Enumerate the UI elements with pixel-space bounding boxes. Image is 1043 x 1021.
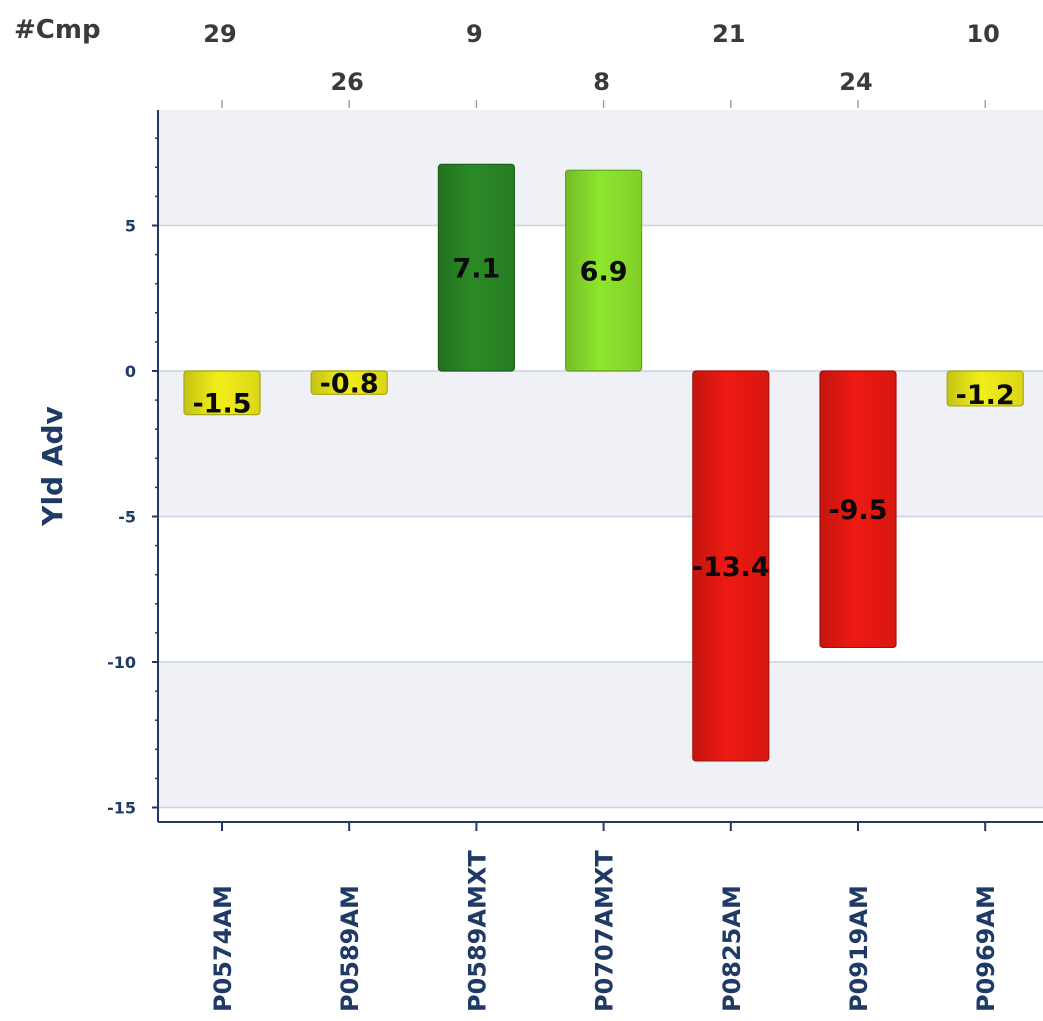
category-label: P0589AM xyxy=(336,885,364,1012)
background-band xyxy=(158,516,1043,662)
category-label: P0969AM xyxy=(972,885,1000,1012)
data-labels: -1.5 -0.8 7.1 6.9 -13.4 -9.5 -1.2 xyxy=(192,254,1014,583)
data-label: -9.5 xyxy=(828,495,887,526)
bar-p0969am[interactable] xyxy=(946,370,1024,407)
data-label: 7.1 xyxy=(452,254,500,285)
bar-p0825am[interactable] xyxy=(692,370,770,762)
cmp-count-label: 8 xyxy=(593,68,610,96)
y-tick-label: -5 xyxy=(118,508,136,527)
axes xyxy=(152,100,1043,831)
background-band xyxy=(158,371,1043,517)
bar-p0589amxt[interactable] xyxy=(437,163,515,372)
cmp-count-label: 9 xyxy=(466,20,483,48)
y-axis-title: Yld Adv xyxy=(36,406,69,527)
y-tick-label: -10 xyxy=(107,653,136,672)
cmp-count-label: 24 xyxy=(839,68,872,96)
y-tick-label: 0 xyxy=(125,362,136,381)
data-label: 6.9 xyxy=(580,257,628,288)
cmp-count-label: 29 xyxy=(203,20,236,48)
category-label: P0574AM xyxy=(209,885,237,1012)
cmp-axis-title: #Cmp xyxy=(14,15,101,45)
cmp-count-label: 21 xyxy=(712,20,745,48)
cmp-count-label: 26 xyxy=(330,68,363,96)
data-label: -1.2 xyxy=(956,380,1015,411)
y-tick-label: -15 xyxy=(107,799,136,818)
category-labels: P0574AM P0589AM P0589AMXT P0707AMXT P0825AM P… xyxy=(209,850,1000,1012)
background-band xyxy=(158,807,1043,822)
cmp-count-label: 10 xyxy=(966,20,999,48)
bars xyxy=(183,163,1024,762)
bar-p0589am[interactable] xyxy=(310,370,388,395)
data-label: -0.8 xyxy=(320,368,379,399)
cmp-count-labels: 29 26 9 8 21 24 10 xyxy=(203,20,1000,96)
bar-p0574am[interactable] xyxy=(183,370,261,416)
y-tick-label: 5 xyxy=(125,217,136,236)
y-tick-labels: 5 0 -5 -10 -15 xyxy=(107,217,136,818)
category-label: P0707AMXT xyxy=(591,850,619,1012)
bar-p0919am[interactable] xyxy=(819,370,897,649)
category-label: P0589AMXT xyxy=(463,850,491,1012)
bar-p0707amxt[interactable] xyxy=(564,169,643,372)
category-label: P0825AM xyxy=(718,885,746,1012)
category-label: P0919AM xyxy=(845,885,873,1012)
background-band xyxy=(158,662,1043,808)
data-label: -13.4 xyxy=(692,552,770,583)
data-label: -1.5 xyxy=(192,389,251,420)
